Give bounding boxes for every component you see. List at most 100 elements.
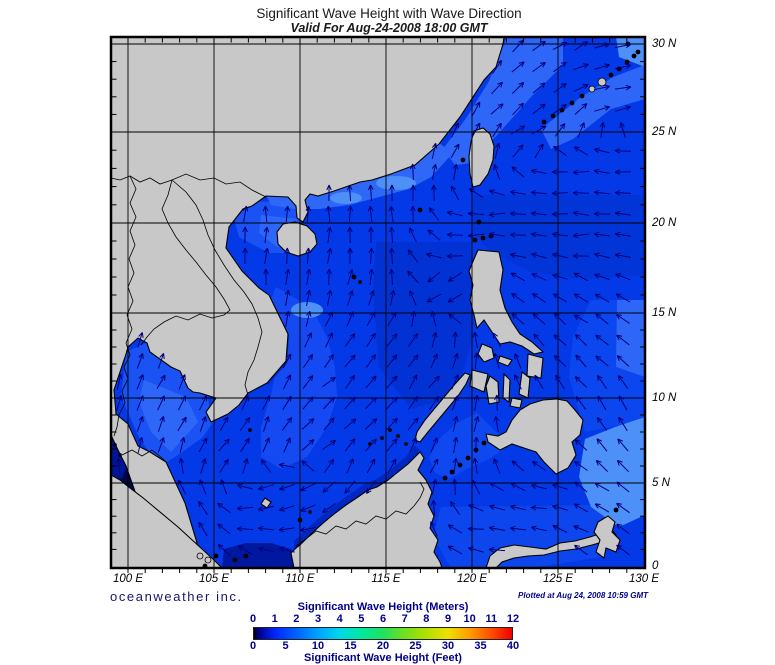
wave-direction-arrow [494,142,501,159]
wave-direction-arrow [242,205,249,222]
wave-direction-arrow [594,84,611,91]
wave-direction-arrow [407,395,419,410]
wave-direction-arrow [343,418,357,430]
small-island [213,553,219,559]
wave-direction-arrow [178,374,186,390]
wave-direction-arrow [616,355,630,367]
lat-label: 10 N [652,392,677,404]
wave-direction-arrow [595,313,609,325]
wave-direction-arrow [573,272,589,282]
small-island [613,507,619,513]
wave-direction-arrow [491,59,503,74]
legend-tick: 10 [463,613,476,625]
small-island [118,453,122,457]
wave-direction-arrow [237,545,253,555]
wave-direction-arrow [532,313,546,325]
wave-direction-arrow [430,499,437,517]
landmass [526,353,544,379]
wave-direction-arrow [488,504,505,511]
wave-direction-arrow [157,353,165,369]
wave-direction-arrow [451,122,459,138]
wave-direction-arrow [471,122,481,138]
wave-direction-arrow [278,505,295,512]
wave-direction-arrow [388,226,395,244]
landmass [469,369,489,393]
wave-direction-arrow [512,144,524,158]
wave-direction-arrow [409,227,417,243]
wave-direction-arrow [116,395,123,411]
wave-direction-arrow [428,375,440,389]
legend-tick: 20 [376,640,390,652]
wave-direction-arrow [511,81,525,94]
wave-direction-arrow [512,102,524,116]
wave-direction-arrow [242,226,248,244]
small-island [569,100,575,106]
wave-direction-arrow [614,148,632,154]
wave-direction-arrow [553,104,568,114]
wave-direction-arrow [616,523,630,535]
wave-direction-arrow [615,42,632,49]
wave-direction-arrow [326,247,333,264]
small-island [472,237,478,243]
wave-direction-arrow [489,482,505,492]
wave-direction-arrow [157,437,165,453]
wave-direction-arrow [534,374,544,390]
legend-tick: 8 [423,613,430,625]
wave-direction-arrow [593,147,610,154]
wave-direction-arrow [239,417,251,431]
wave-direction-arrow [574,439,588,451]
wave-direction-arrow [509,525,526,532]
wave-direction-arrow [596,417,608,431]
wave-direction-arrow [616,502,630,514]
landmass [414,372,471,443]
wave-direction-arrow [615,314,630,324]
small-island [113,443,117,447]
wave-direction-arrow [552,293,568,303]
wave-direction-arrow [619,121,626,138]
wave-direction-arrow [305,268,312,285]
wave-direction-arrow [572,232,589,239]
wave-direction-arrow [425,252,442,259]
wave-direction-arrow [573,525,589,533]
wave-height-shade [294,445,420,549]
legend-gradient-bar [253,627,513,640]
wave-direction-arrow [282,395,292,411]
wave-direction-arrow [471,101,481,117]
small-island [624,59,630,65]
wave-direction-arrow [510,125,526,135]
wave-direction-arrow [615,105,632,112]
wave-direction-arrow [451,374,459,390]
wave-direction-arrow [530,525,547,532]
wave-direction-arrow [551,252,568,259]
wave-direction-arrow [302,375,314,389]
wave-direction-arrow [198,500,208,515]
wave-direction-arrow [492,122,502,138]
wave-direction-arrow [427,271,441,283]
wave-direction-arrow [532,103,546,115]
legend-tick: 7 [401,613,408,625]
wave-direction-arrow [573,503,589,513]
wave-height-shade [541,65,645,149]
country-borders-layer [111,173,425,547]
wave-direction-arrow [199,416,207,432]
wave-direction-arrow [324,311,334,327]
wave-direction-arrow [388,268,395,286]
wave-direction-arrow [387,311,397,327]
wave-direction-arrow [387,458,397,474]
small-island [465,455,471,461]
wave-direction-arrow [617,375,629,389]
wave-direction-arrow [492,332,502,348]
wave-direction-arrow [452,353,459,369]
wave-direction-arrow [430,353,438,369]
wave-direction-arrow [322,376,336,388]
wave-direction-arrow [409,290,417,306]
wave-direction-arrow [573,146,589,156]
wave-direction-arrow [472,331,479,348]
wave-direction-arrow [553,145,567,157]
small-island [388,428,392,432]
wave-direction-arrow [241,395,249,411]
small-island [417,207,423,213]
wave-direction-arrow [386,417,398,431]
wave-height-shade [616,37,645,67]
wave-direction-arrow [407,249,419,263]
